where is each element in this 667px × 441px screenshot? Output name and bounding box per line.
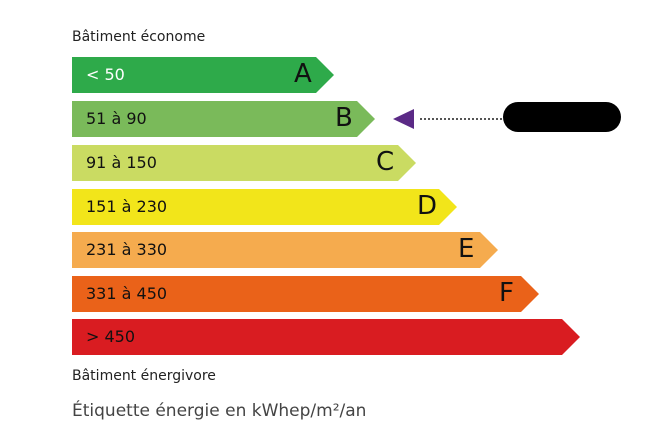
energy-class-d: 151 à 230 D — [72, 189, 457, 225]
class-letter: A — [294, 59, 312, 89]
indicator-dotted-line — [420, 118, 502, 120]
class-letter: B — [335, 103, 353, 133]
class-range: > 450 — [86, 327, 136, 346]
class-letter: F — [499, 278, 514, 308]
energy-class-e: 231 à 330 E — [72, 232, 498, 268]
class-letter: E — [458, 234, 475, 264]
energy-class-a: < 50 A — [72, 57, 334, 93]
redacted-value — [503, 102, 621, 132]
class-letter: D — [417, 191, 438, 221]
energy-class-f: 331 à 450 F — [72, 276, 539, 312]
bottom-label: Bâtiment énergivore — [72, 368, 216, 384]
energy-class-b: 51 à 90 B — [72, 101, 375, 137]
rating-indicator-arrow-icon — [393, 109, 414, 129]
class-range: 91 à 150 — [86, 153, 157, 172]
top-label: Bâtiment économe — [72, 29, 206, 45]
energy-class-c: 91 à 150 C — [72, 145, 416, 181]
class-range: 51 à 90 — [86, 109, 147, 128]
class-range: < 50 — [86, 65, 125, 84]
footer-caption: Étiquette énergie en kWhep/m²/an — [72, 401, 367, 421]
class-range: 331 à 450 — [86, 284, 168, 303]
class-range: 231 à 330 — [86, 240, 168, 259]
class-range: 151 à 230 — [86, 197, 168, 216]
energy-class-g: > 450 — [72, 319, 580, 355]
class-letter: C — [376, 147, 395, 177]
